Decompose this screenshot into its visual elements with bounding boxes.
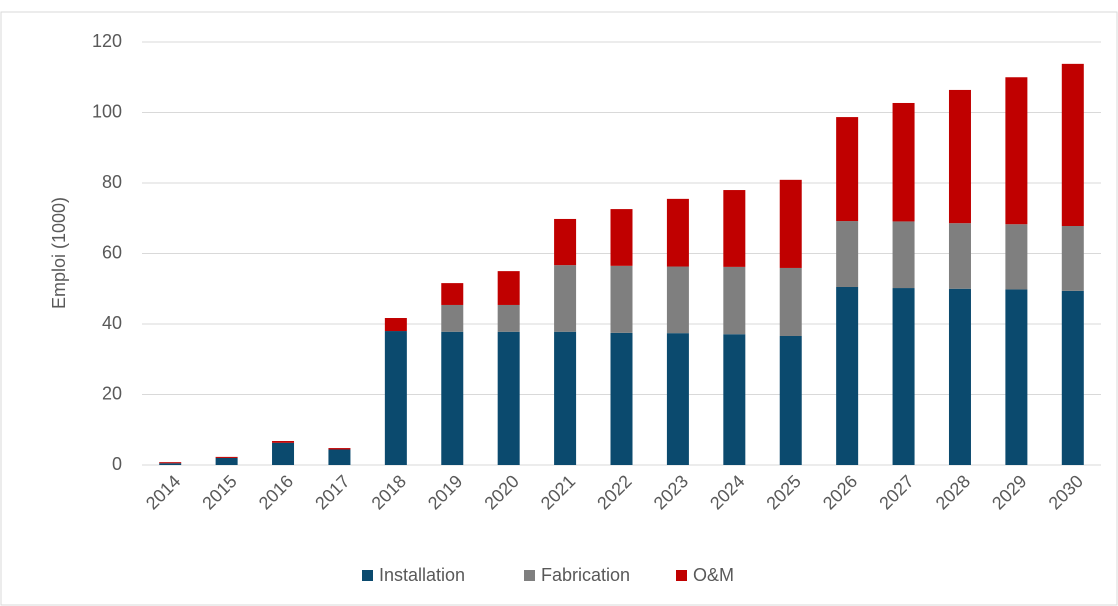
bar-segment [497, 304, 520, 332]
bar-segment [1061, 63, 1084, 227]
bar-segment [1005, 77, 1028, 225]
bar-segment [610, 265, 633, 333]
bar-segment [159, 462, 182, 464]
bar-segment [554, 265, 577, 332]
legend-swatch [362, 570, 373, 581]
bar-segment [948, 223, 971, 289]
bar-segment [779, 267, 802, 336]
y-tick-label: 120 [92, 31, 122, 51]
bar-segment [723, 266, 746, 335]
y-tick-label: 100 [92, 101, 122, 121]
bar-segment [215, 456, 238, 458]
bar-segment [384, 331, 407, 465]
bar-segment [1061, 226, 1084, 291]
legend-label: O&M [693, 565, 734, 585]
bar-segment [272, 441, 295, 443]
y-tick-label: 0 [112, 454, 122, 474]
bar-segment [779, 335, 802, 465]
bar-segment [836, 286, 859, 465]
bar-segment [892, 288, 915, 465]
bar-segment [666, 198, 689, 267]
y-axis-title: Emploi (1000) [49, 197, 69, 309]
bar-segment [328, 448, 351, 450]
bar-segment [441, 331, 464, 465]
y-tick-label: 80 [102, 172, 122, 192]
bar-segment [836, 117, 859, 222]
bar-segment [666, 333, 689, 465]
bar-segment [610, 332, 633, 465]
bar-segment [441, 304, 464, 332]
bar-segment [1061, 290, 1084, 465]
bar-segment [892, 102, 915, 222]
legend-swatch [524, 570, 535, 581]
legend-label: Installation [379, 565, 465, 585]
bar-segment [159, 463, 182, 465]
bar-segment [610, 209, 633, 266]
y-tick-label: 20 [102, 383, 122, 403]
legend-swatch [676, 570, 687, 581]
bar-segment [328, 449, 351, 465]
bar-segment [441, 283, 464, 305]
bar-segment [215, 457, 238, 465]
bar-segment [1005, 224, 1028, 290]
bar-segment [723, 190, 746, 267]
bar-segment [384, 318, 407, 332]
bar-segment [1005, 289, 1028, 465]
bar-segment [272, 442, 295, 465]
bar-segment [497, 271, 520, 305]
bar-segment [554, 218, 577, 266]
bar-segment [497, 331, 520, 465]
y-tick-label: 60 [102, 242, 122, 262]
bar-segment [892, 221, 915, 289]
bar-segment [948, 89, 971, 224]
bar-segment [948, 288, 971, 465]
y-tick-label: 40 [102, 313, 122, 333]
bar-segment [836, 221, 859, 287]
bar-segment [666, 266, 689, 334]
bar-segment [723, 334, 746, 465]
legend-label: Fabrication [541, 565, 630, 585]
bar-segment [779, 179, 802, 268]
bar-segment [554, 331, 577, 465]
